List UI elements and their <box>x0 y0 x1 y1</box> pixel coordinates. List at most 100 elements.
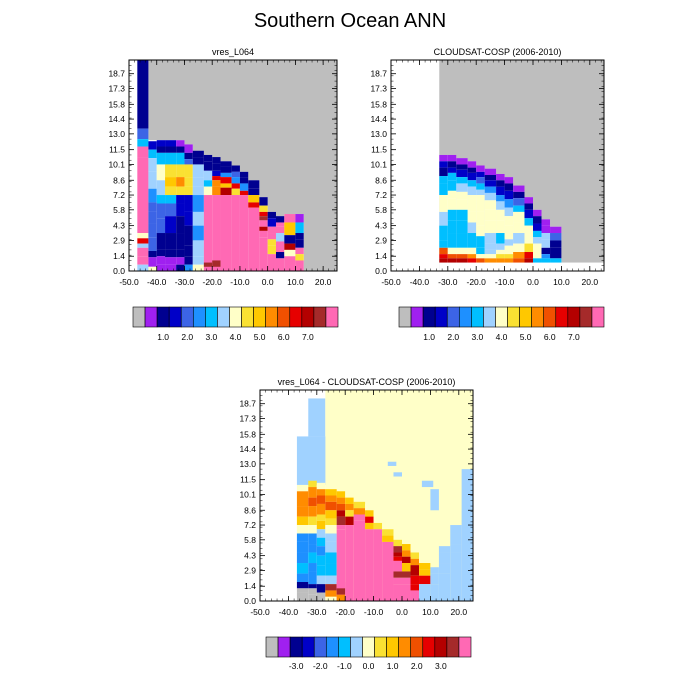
heatmap-cell <box>524 209 533 219</box>
heatmap-cell <box>137 128 149 140</box>
heatmap-cell <box>524 258 533 263</box>
heatmap-cell <box>156 264 166 271</box>
heatmap-cell <box>325 552 337 564</box>
y-tick-label: 13.0 <box>239 459 256 469</box>
heatmap-cell <box>176 164 185 178</box>
heatmap-cell <box>513 211 525 223</box>
heatmap-cell <box>476 247 485 255</box>
heatmap-cell <box>308 563 317 572</box>
colorbar-label: 3.0 <box>435 661 447 671</box>
heatmap-cell <box>476 177 485 184</box>
heatmap-cell <box>295 260 304 271</box>
heatmap-cell <box>316 520 326 530</box>
heatmap-cell <box>176 249 185 258</box>
colorbar-swatch <box>398 306 412 328</box>
heatmap-cell <box>447 180 457 191</box>
heatmap-cell <box>550 226 562 234</box>
heatmap-cell <box>192 211 204 226</box>
heatmap-cell <box>267 218 276 227</box>
colorbar-swatch <box>277 636 291 658</box>
heatmap-cell <box>524 252 533 259</box>
heatmap-cell <box>176 203 185 217</box>
heatmap-cell <box>439 211 448 226</box>
colorbar: -3.0 -2.0 -1.0 0.0 1.0 2.0 3.0 <box>265 636 472 671</box>
heatmap-cell <box>316 584 326 593</box>
heatmap-cell <box>325 575 337 585</box>
heatmap-cell <box>239 177 249 184</box>
heatmap-cell <box>316 546 326 556</box>
heatmap-cell <box>382 522 394 530</box>
heatmap-cell <box>393 552 402 557</box>
heatmap-cell <box>484 249 497 255</box>
colorbar-label: 2.0 <box>181 332 193 342</box>
y-tick-label: 5.8 <box>113 205 125 215</box>
y-tick-label: 5.8 <box>375 205 387 215</box>
heatmap-cell <box>176 257 185 265</box>
x-tick-label: -20.0 <box>336 607 356 617</box>
heatmap-cell <box>308 516 317 526</box>
heatmap-cell <box>267 233 276 240</box>
colorbar-swatch <box>410 306 424 328</box>
heatmap-cell <box>203 161 213 171</box>
heatmap-cell <box>176 177 185 187</box>
colorbar-label: 5.0 <box>254 332 266 342</box>
y-tick-label: 0.0 <box>113 266 125 276</box>
heatmap-cell <box>467 167 477 173</box>
y-tick-label: 17.3 <box>239 413 256 423</box>
heatmap-cell <box>345 497 354 504</box>
colorbar-swatch <box>434 636 448 658</box>
heatmap-cell <box>220 172 232 178</box>
heatmap-cell <box>192 225 204 241</box>
heatmap-cell <box>447 167 457 173</box>
colorbar-swatch <box>446 306 460 328</box>
heatmap-cell <box>148 141 157 150</box>
heatmap-cell <box>165 177 177 187</box>
heatmap-cell <box>259 197 268 206</box>
heatmap-cell <box>308 480 317 488</box>
heatmap-cell <box>248 202 260 208</box>
heatmap-cell <box>476 211 485 226</box>
heatmap-cell <box>267 226 276 234</box>
colorbar-label: 1.0 <box>157 332 169 342</box>
heatmap-cell <box>137 247 149 257</box>
colorbar-swatch <box>458 636 472 658</box>
heatmap-cell <box>393 577 402 585</box>
y-tick-label: 4.3 <box>113 221 125 231</box>
heatmap-cell <box>137 264 149 271</box>
heatmap-cell <box>456 158 468 165</box>
heatmap-cell <box>248 207 260 271</box>
heatmap-cell <box>447 247 457 255</box>
heatmap-cell <box>325 584 337 591</box>
heatmap-cell <box>212 163 221 171</box>
heatmap-cell <box>419 556 431 564</box>
y-tick-label: 18.7 <box>239 399 256 409</box>
heatmap-cell <box>212 157 221 164</box>
heatmap-cell <box>524 218 533 226</box>
colorbar: 1.0 2.0 3.0 4.0 5.0 6.0 7.0 <box>398 306 605 342</box>
heatmap-cell <box>345 510 354 517</box>
heatmap-cell <box>325 596 337 601</box>
heatmap-cell <box>439 254 448 259</box>
heatmap-cell <box>410 565 420 576</box>
panel-1: vres_L064 -50.0 -40.0 -30.0 -20.0 -10.0 0.0 10.… <box>108 47 339 342</box>
heatmap-cell <box>220 177 232 184</box>
heatmap-cell <box>513 198 525 206</box>
heatmap-cell <box>275 233 285 242</box>
colorbar-swatch <box>325 636 339 658</box>
heatmap-cell <box>447 233 457 248</box>
heatmap-cell <box>419 584 431 601</box>
heatmap-cell <box>456 177 468 184</box>
heatmap-cell <box>345 516 354 526</box>
heatmap-cell <box>476 165 485 172</box>
colorbar-swatch <box>458 306 472 328</box>
heatmap-cell <box>353 520 366 601</box>
heatmap-cell <box>336 491 346 498</box>
heatmap-cell <box>176 186 185 196</box>
colorbar-swatch <box>471 306 484 328</box>
heatmap-cell <box>430 567 439 574</box>
heatmap-cell <box>373 522 383 530</box>
heatmap-cell <box>308 584 317 589</box>
heatmap-cell <box>456 247 468 255</box>
y-tick-label: 10.1 <box>239 489 256 499</box>
